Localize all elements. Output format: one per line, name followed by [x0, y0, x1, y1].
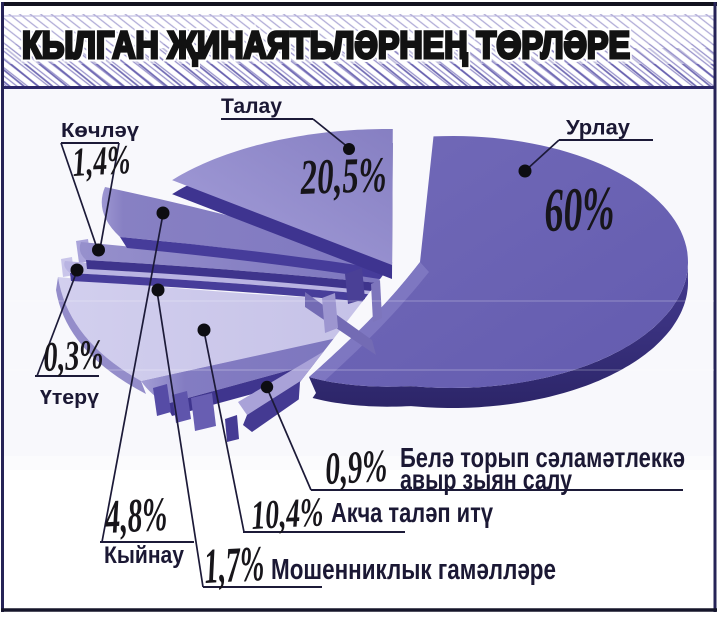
svg-text:Үтерү: Үтерү: [40, 387, 100, 409]
svg-text:1,7%: 1,7%: [203, 535, 266, 594]
svg-text:КЫЛГАН ҖИНАЯТЬЛӘРНЕҢ ТӨРЛӘРЕ: КЫЛГАН ҖИНАЯТЬЛӘРНЕҢ ТӨРЛӘРЕ: [22, 25, 630, 67]
svg-text:60%: 60%: [543, 175, 615, 245]
svg-text:Талау: Талау: [221, 95, 282, 118]
svg-text:10,4%: 10,4%: [250, 488, 324, 538]
svg-text:Көчләү: Көчләү: [61, 120, 140, 142]
svg-text:Кыйнау: Кыйнау: [104, 542, 185, 569]
svg-text:Мошенниклык гамәлләре: Мошенниклык гамәлләре: [271, 554, 556, 586]
svg-text:4,8%: 4,8%: [103, 488, 168, 544]
svg-text:Урлау: Урлау: [566, 117, 630, 140]
svg-text:Белә торып сәламәтлеккә: Белә торып сәламәтлеккә: [400, 442, 685, 473]
svg-text:1,4%: 1,4%: [71, 136, 131, 185]
svg-text:0,9%: 0,9%: [324, 440, 389, 494]
svg-text:КЫЛГАН ҖИНАЯТЬЛӘРНЕҢ ТӨРЛӘРЕ: КЫЛГАН ҖИНАЯТЬЛӘРНЕҢ ТӨРЛӘРЕ: [22, 25, 630, 67]
svg-text:20,5%: 20,5%: [299, 146, 388, 205]
svg-text:0,3%: 0,3%: [42, 332, 104, 381]
svg-text:Акча таләп итү: Акча таләп итү: [331, 497, 493, 528]
svg-text:авыр зыян салу: авыр зыян салу: [400, 464, 572, 495]
